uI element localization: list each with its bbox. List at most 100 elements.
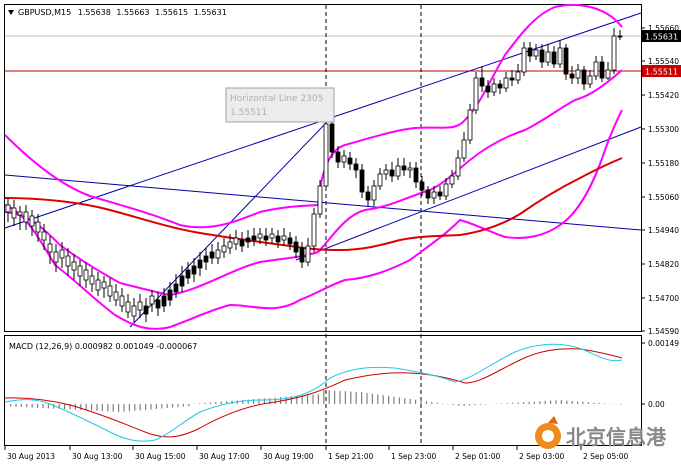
candlestick[interactable] xyxy=(335,146,341,168)
candlestick[interactable] xyxy=(155,292,161,316)
candlestick[interactable] xyxy=(185,262,191,284)
candlestick[interactable] xyxy=(11,200,17,226)
candlestick[interactable] xyxy=(383,164,389,180)
candlestick[interactable] xyxy=(599,56,605,82)
candlestick[interactable] xyxy=(233,230,239,250)
candlestick[interactable] xyxy=(269,228,275,244)
candlestick[interactable] xyxy=(581,66,587,90)
candlestick[interactable] xyxy=(419,176,425,196)
candlestick[interactable] xyxy=(461,132,467,162)
candlestick[interactable] xyxy=(257,228,263,244)
candlestick[interactable] xyxy=(203,248,209,270)
candlestick[interactable] xyxy=(89,268,95,292)
candlestick[interactable] xyxy=(263,228,269,246)
candlestick[interactable] xyxy=(83,262,89,288)
candlestick[interactable] xyxy=(95,272,101,296)
candlestick[interactable] xyxy=(401,158,407,176)
candlestick[interactable] xyxy=(77,260,83,286)
candlestick[interactable] xyxy=(47,236,53,264)
candlestick[interactable] xyxy=(215,242,221,264)
candlestick[interactable] xyxy=(191,258,197,282)
candlestick[interactable] xyxy=(329,120,335,158)
candlestick[interactable] xyxy=(71,254,77,280)
candlestick[interactable] xyxy=(377,168,383,190)
candlestick[interactable] xyxy=(305,238,311,266)
candlestick[interactable] xyxy=(299,242,305,268)
candlestick[interactable] xyxy=(545,44,551,66)
candlestick[interactable] xyxy=(413,162,419,188)
candlestick[interactable] xyxy=(569,66,575,84)
candlestick-series[interactable] xyxy=(5,28,623,322)
candlestick[interactable] xyxy=(41,224,47,250)
candlestick[interactable] xyxy=(137,294,143,318)
candlestick[interactable] xyxy=(527,42,533,62)
candlestick[interactable] xyxy=(323,118,329,190)
candlestick[interactable] xyxy=(23,205,29,230)
candlestick[interactable] xyxy=(101,276,107,298)
candlestick[interactable] xyxy=(29,210,35,236)
candlestick[interactable] xyxy=(479,66,485,92)
candlestick[interactable] xyxy=(107,278,113,302)
candlestick[interactable] xyxy=(341,150,347,168)
candlestick[interactable] xyxy=(557,40,563,68)
candlestick[interactable] xyxy=(227,234,233,254)
candlestick[interactable] xyxy=(311,208,317,252)
candlestick[interactable] xyxy=(17,206,23,230)
candlestick[interactable] xyxy=(173,274,179,298)
candlestick[interactable] xyxy=(125,294,131,318)
candlestick[interactable] xyxy=(485,80,491,98)
candlestick[interactable] xyxy=(221,238,227,258)
candlestick[interactable] xyxy=(317,180,323,218)
candlestick[interactable] xyxy=(293,236,299,258)
candlestick[interactable] xyxy=(149,290,155,312)
candlestick[interactable] xyxy=(593,56,599,80)
candlestick[interactable] xyxy=(515,64,521,84)
candlestick[interactable] xyxy=(521,42,527,76)
candlestick[interactable] xyxy=(35,214,41,242)
candlestick[interactable] xyxy=(611,28,617,74)
candlestick[interactable] xyxy=(407,162,413,178)
candlestick[interactable] xyxy=(371,180,377,206)
candlestick[interactable] xyxy=(437,186,443,200)
candlestick[interactable] xyxy=(473,72,479,114)
candlestick[interactable] xyxy=(503,72,509,92)
candlestick[interactable] xyxy=(491,78,497,96)
candlestick[interactable] xyxy=(497,80,503,94)
candlestick[interactable] xyxy=(143,298,149,322)
candlestick[interactable] xyxy=(359,164,365,198)
candlestick[interactable] xyxy=(425,186,431,204)
candlestick[interactable] xyxy=(239,232,245,252)
candlestick[interactable] xyxy=(287,232,293,250)
candlestick[interactable] xyxy=(119,288,125,312)
candlestick[interactable] xyxy=(197,252,203,276)
candlestick[interactable] xyxy=(551,46,557,68)
candlestick[interactable] xyxy=(209,244,215,264)
candlestick[interactable] xyxy=(533,44,539,60)
candlestick[interactable] xyxy=(575,64,581,84)
candlestick[interactable] xyxy=(389,162,395,182)
candlestick[interactable] xyxy=(179,266,185,292)
candlestick[interactable] xyxy=(455,150,461,180)
candlestick[interactable] xyxy=(275,230,281,248)
candlestick[interactable] xyxy=(347,152,353,170)
candlestick[interactable] xyxy=(431,186,437,204)
candlestick[interactable] xyxy=(251,228,257,246)
candlestick[interactable] xyxy=(587,70,593,88)
candlestick[interactable] xyxy=(563,44,569,80)
candlestick[interactable] xyxy=(365,186,371,206)
candlestick[interactable] xyxy=(467,104,473,144)
candlestick[interactable] xyxy=(605,62,611,80)
candlestick[interactable] xyxy=(167,282,173,306)
candlestick[interactable] xyxy=(539,44,545,68)
candlestick[interactable] xyxy=(161,288,167,312)
candlestick[interactable] xyxy=(113,284,119,306)
candlestick[interactable] xyxy=(65,248,71,276)
candlestick[interactable] xyxy=(59,242,65,268)
candlestick[interactable] xyxy=(5,198,11,222)
candlestick[interactable] xyxy=(509,70,515,86)
candlestick[interactable] xyxy=(131,298,137,322)
candlestick[interactable] xyxy=(245,230,251,248)
candlestick[interactable] xyxy=(443,178,449,200)
candlestick[interactable] xyxy=(53,244,59,272)
